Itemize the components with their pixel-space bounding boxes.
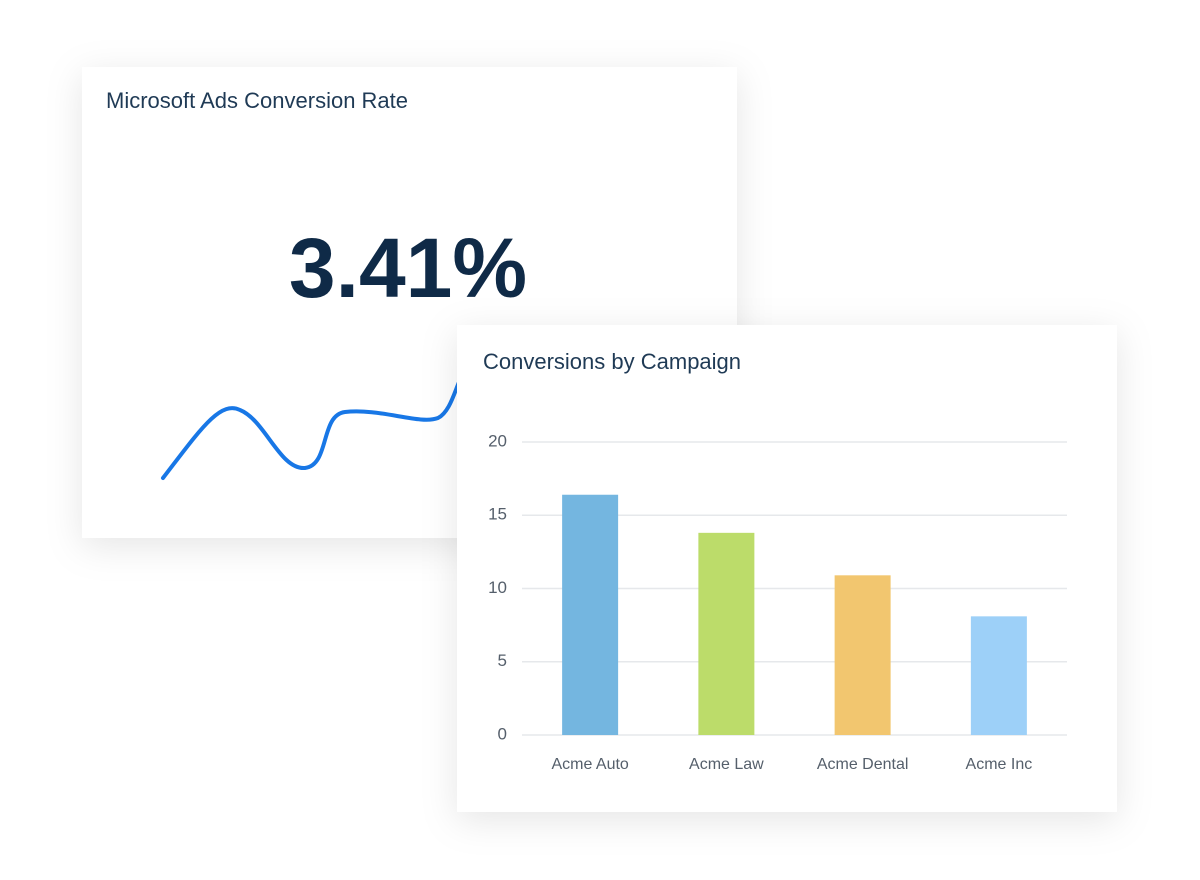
x-tick-label: Acme Law (689, 756, 764, 773)
y-tick-label: 0 (498, 724, 507, 743)
y-tick-label: 5 (498, 651, 507, 670)
bar (834, 575, 891, 735)
y-tick-label: 20 (488, 431, 507, 450)
y-tick-label: 10 (488, 578, 507, 597)
x-tick-label: Acme Inc (966, 756, 1033, 773)
x-tick-label: Acme Dental (817, 756, 909, 773)
kpi-card: Microsoft Ads Conversion Rate 3.41% (82, 67, 737, 538)
kpi-value: 3.41% (289, 221, 527, 315)
sparkline (161, 378, 462, 480)
bar (698, 532, 755, 735)
card-background (457, 325, 1117, 812)
card-title: Conversions by Campaign (483, 349, 741, 374)
card-title: Microsoft Ads Conversion Rate (106, 88, 408, 113)
bar-card: Conversions by Campaign 0 5 10 15 20 Acme Aut… (457, 325, 1117, 812)
y-tick-label: 15 (488, 505, 507, 524)
bar (970, 616, 1027, 735)
x-tick-label: Acme Auto (551, 756, 628, 773)
bar (562, 494, 619, 735)
